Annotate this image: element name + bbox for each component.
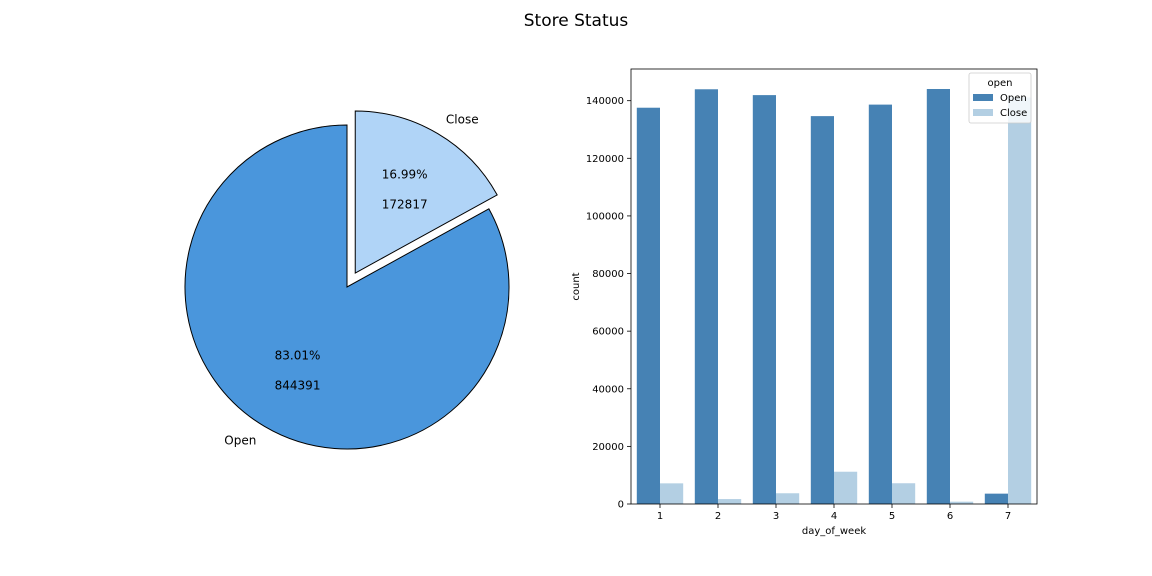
bar-close-2 — [718, 499, 742, 504]
y-tick-label: 140000 — [586, 96, 624, 107]
legend-swatch-close — [973, 109, 993, 116]
pie-percent-close: 16.99% — [382, 167, 428, 181]
legend: open Open Close — [968, 72, 1032, 124]
axes-frame — [630, 68, 1038, 505]
bar-close-4 — [834, 471, 858, 504]
bar-close-6 — [950, 501, 974, 504]
pie-slice-open — [184, 124, 510, 450]
y-tick-label: 120000 — [586, 154, 624, 165]
bar-close-1 — [660, 483, 684, 504]
bar-open-1 — [636, 107, 660, 504]
figure-title: Store Status — [524, 11, 629, 31]
x-tick-label: 7 — [1005, 511, 1011, 522]
bar-open-5 — [868, 104, 892, 504]
y-tick-label: 100000 — [586, 211, 624, 222]
bar-close-7 — [1008, 97, 1032, 505]
y-tick-label: 40000 — [592, 384, 624, 395]
y-tick-label: 80000 — [592, 269, 624, 280]
x-tick-label: 3 — [773, 511, 779, 522]
bar-chart: 1 2 3 4 5 6 7 0 20000 40000 60000 80000 100000 120000… — [571, 68, 1038, 537]
pie-count-open: 844391 — [275, 379, 321, 393]
legend-label-close: Close — [1000, 108, 1027, 119]
bar-close-5 — [892, 483, 916, 504]
legend-label-open: Open — [1000, 93, 1027, 104]
x-tick-label: 5 — [889, 511, 895, 522]
pie-slice-close — [354, 110, 498, 274]
x-tick-label: 2 — [715, 511, 721, 522]
pie-count-close: 172817 — [382, 197, 428, 211]
bar-open-3 — [752, 95, 776, 505]
y-tick-label: 20000 — [592, 442, 624, 453]
bar-open-6 — [926, 88, 950, 504]
bar-open-4 — [810, 116, 834, 504]
pie-percent-open: 83.01% — [275, 349, 321, 363]
legend-title: open — [988, 78, 1013, 89]
x-axis-label: day_of_week — [802, 526, 867, 537]
pie-chart: Open 83.01% 844391 Close 16.99% 172817 — [184, 110, 510, 450]
pie-label-open: Open — [224, 433, 256, 447]
bar-close-3 — [776, 493, 800, 504]
bar-open-2 — [694, 89, 718, 504]
pie-label-close: Close — [446, 113, 479, 127]
legend-swatch-open — [973, 94, 993, 101]
bar-open-7 — [984, 493, 1008, 504]
y-tick-label: 0 — [618, 500, 624, 511]
y-tick-label: 60000 — [592, 327, 624, 338]
y-axis-label: count — [571, 272, 582, 300]
x-tick-label: 6 — [947, 511, 953, 522]
x-tick-label: 4 — [831, 511, 837, 522]
x-tick-label: 1 — [657, 511, 663, 522]
